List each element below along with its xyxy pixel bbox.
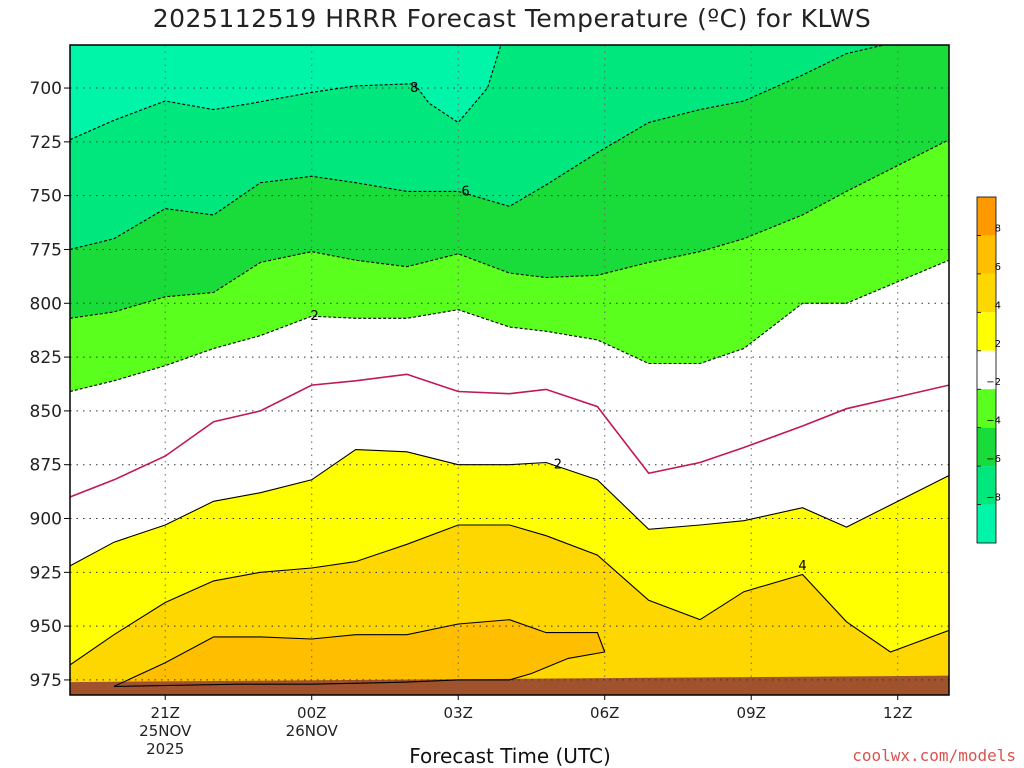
x-axis-label: Forecast Time (UTC) [409,744,611,768]
x-tick-label: 06Z [590,704,619,722]
x-tick-label: 12Z [883,704,912,722]
colorbar-label: −8 [986,493,1001,504]
colorbar-label: −6 [986,454,1001,465]
colorbar-swatch [977,197,996,236]
colorbar-swatch [977,504,996,543]
contour-6 [113,619,606,687]
contour-label: 6 [461,184,469,199]
contour-minus6 [70,45,887,251]
y-tick-label: 925 [30,563,62,583]
contour-label: 8 [410,81,418,96]
y-tick-label: 950 [30,617,62,637]
y-tick-label: 975 [30,671,62,691]
colorbar-swatch [977,273,996,313]
colorbar-label: −2 [986,377,1001,388]
colorbar-label: 8 [995,223,1001,234]
colorbar-label: 4 [995,300,1001,311]
colorbar-swatch [977,389,996,428]
y-tick-label: 700 [30,79,62,99]
y-tick-label: 775 [30,240,62,260]
x-tick-date-label: 2025 [146,740,184,758]
y-tick-label: 850 [30,402,62,422]
colorbar-swatch [977,427,996,467]
contour-label: 4 [798,559,806,574]
contour-4 [70,524,949,666]
y-tick-label: 825 [30,348,62,368]
contour-label: 2 [311,309,319,324]
y-tick-label: 750 [30,187,62,207]
contour-label: 2 [554,458,562,473]
chart-title: 2025112519 HRRR Forecast Temperature (ºC… [152,4,872,33]
colorbar-swatch [977,466,996,505]
y-tick-label: 900 [30,510,62,530]
x-tick-label: 09Z [737,704,766,722]
colorbar-frame [976,196,997,544]
contour-0 [70,373,949,498]
colorbar-label: 2 [995,339,1001,350]
colorbar-swatch [977,312,996,351]
terrain-ground [70,675,949,695]
colorbar-label: −4 [986,416,1001,427]
x-tick-date-label: 26NOV [286,722,339,740]
x-tick-label: 00Z [297,704,326,722]
colorbar-swatch [977,235,996,274]
colorbar-label: 6 [995,262,1001,273]
contour-minus4 [70,139,949,319]
contour-minus2 [70,259,949,393]
y-tick-label: 875 [30,456,62,476]
source-credit: coolwx.com/models [852,746,1016,765]
contour-2 [70,449,949,567]
x-tick-label: 21Z [151,704,180,722]
band-plus6-plus8 [114,619,605,687]
x-tick-date-label: 25NOV [139,722,192,740]
contour-minus8 [70,45,502,141]
x-tick-label: 03Z [444,704,473,722]
y-tick-label: 800 [30,294,62,314]
y-tick-label: 725 [30,133,62,153]
colorbar-swatch [977,350,996,390]
plot-frame [69,44,950,696]
